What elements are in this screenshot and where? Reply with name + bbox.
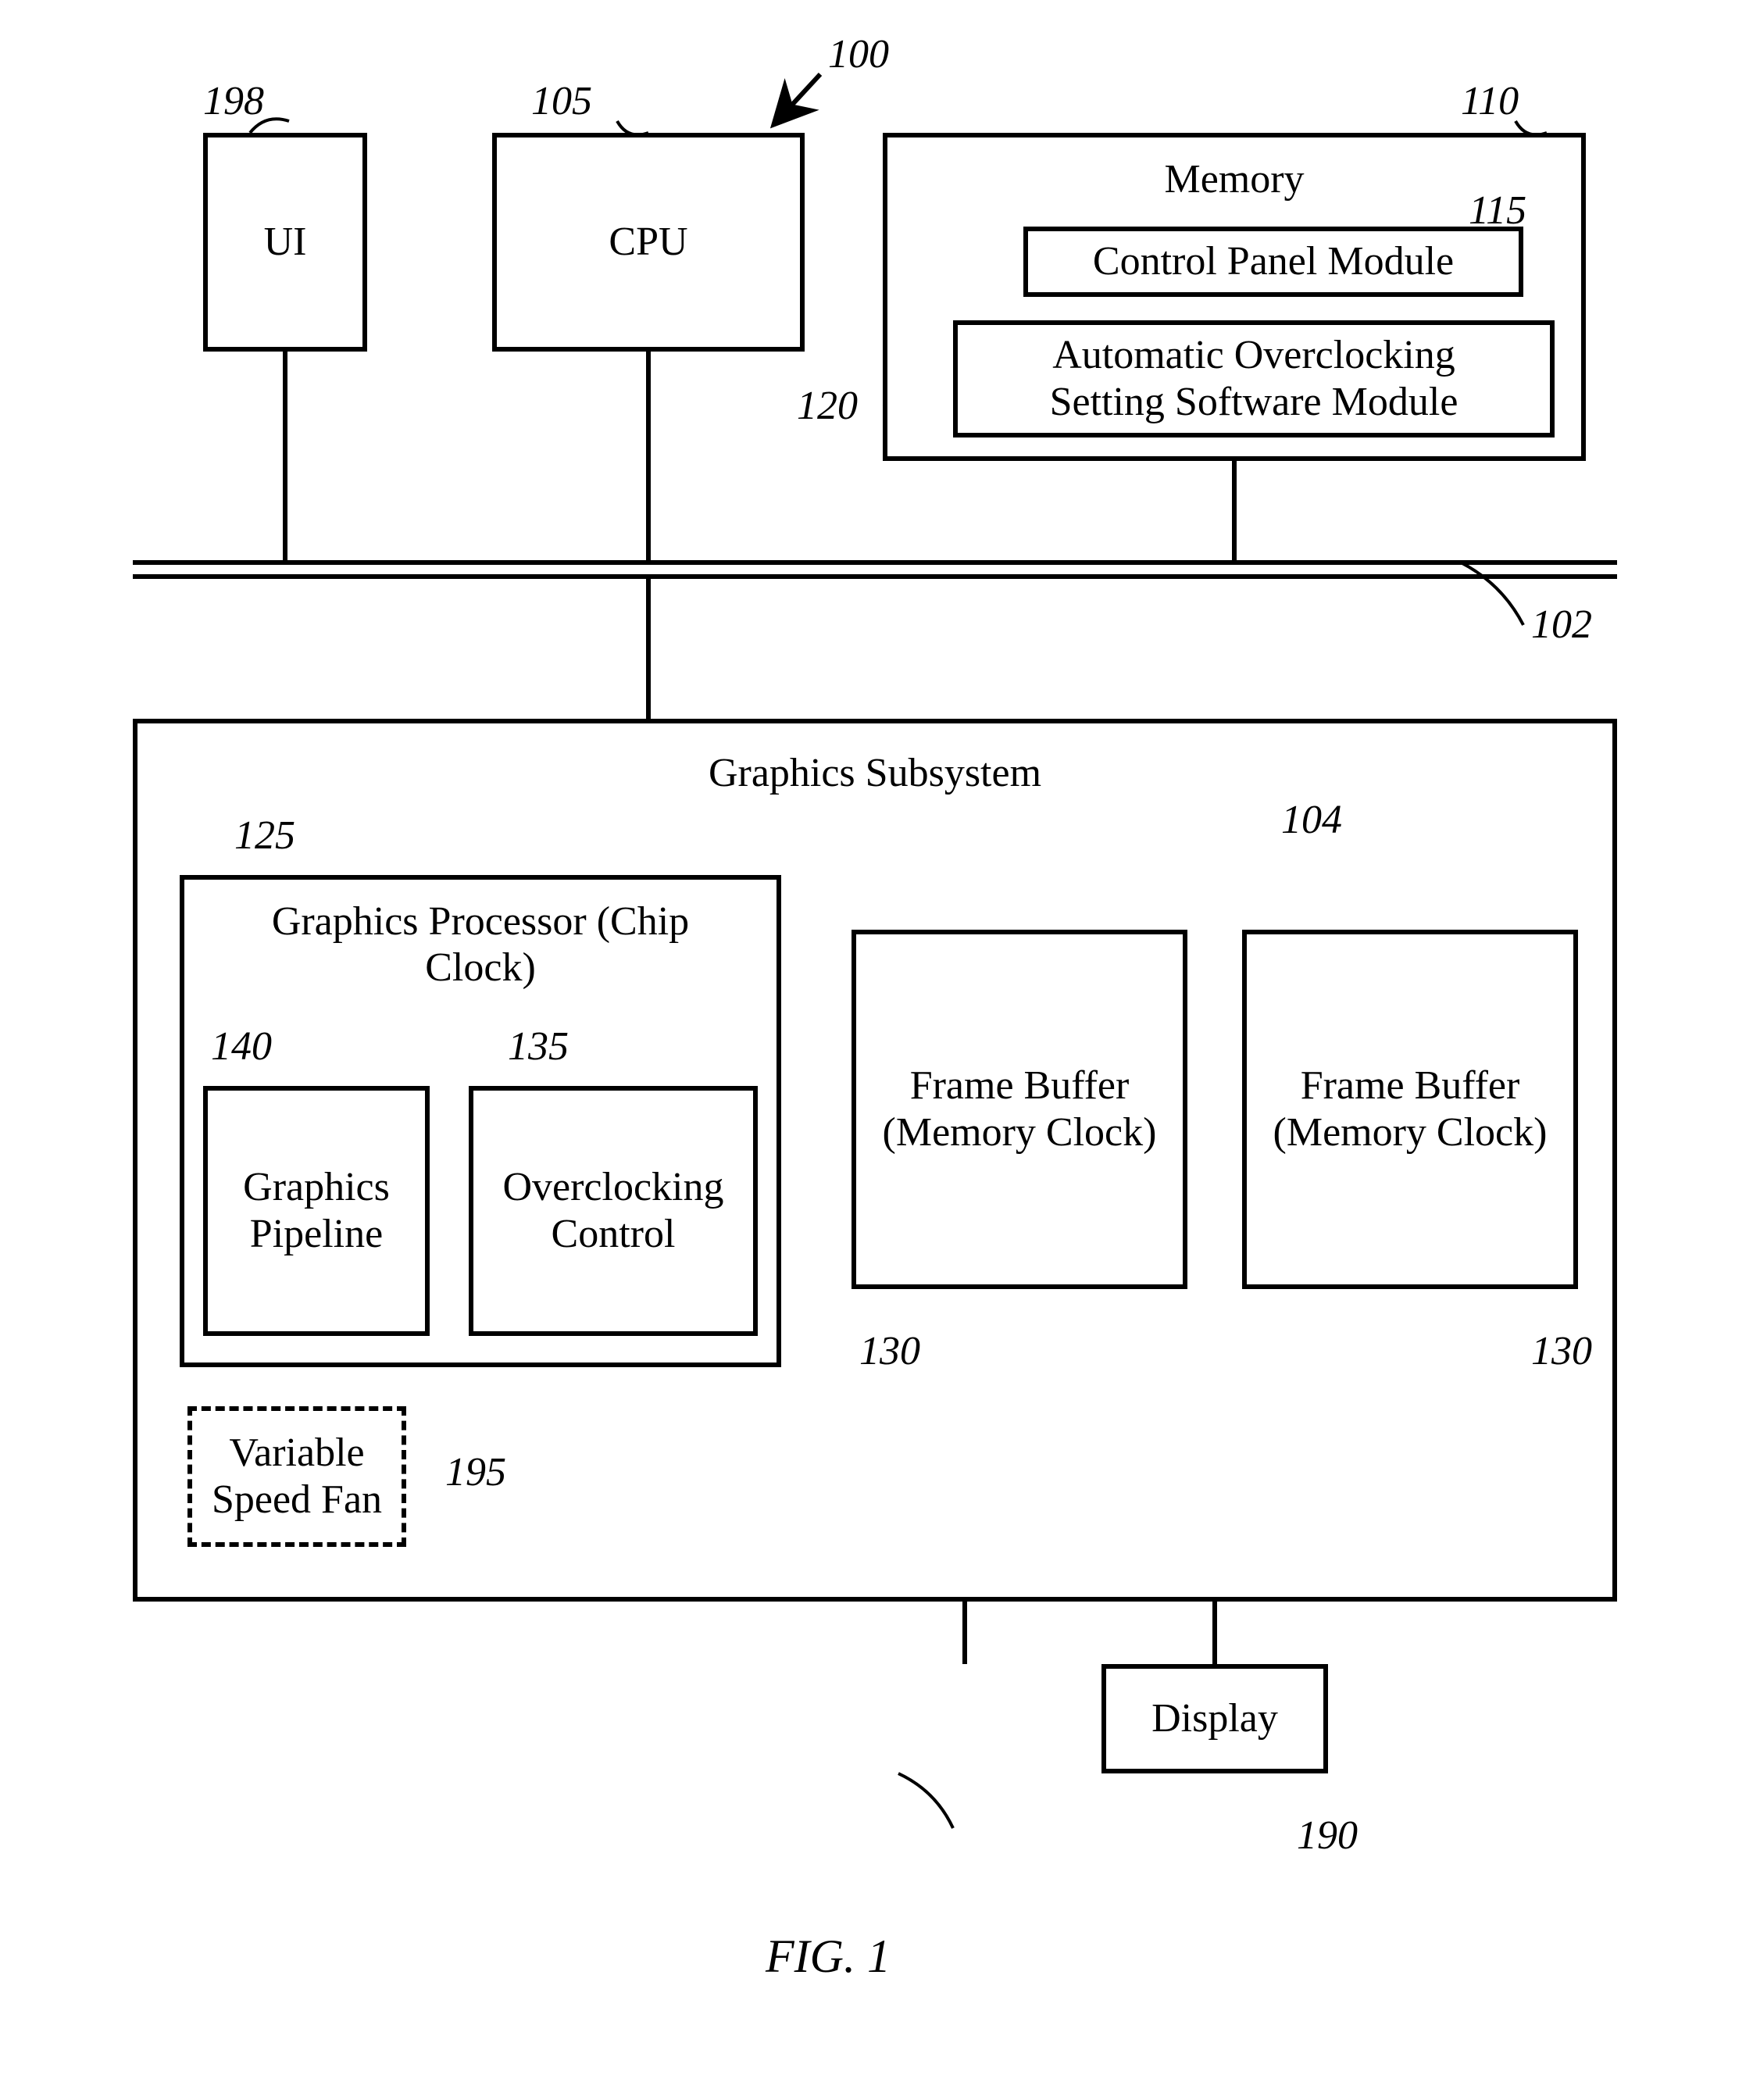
ref-125: 125 xyxy=(234,812,295,859)
ref-130b: 130 xyxy=(1531,1328,1592,1374)
graphics-pipeline-box: GraphicsPipeline xyxy=(203,1086,430,1336)
ref-110: 110 xyxy=(1461,78,1519,124)
figure-caption: FIG. 1 xyxy=(766,1930,891,1984)
graphics-subsystem-title: Graphics Subsystem xyxy=(602,750,1148,796)
display-label: Display xyxy=(1151,1695,1278,1742)
overclocking-control-label: OverclockingControl xyxy=(502,1164,723,1258)
ref-115: 115 xyxy=(1469,188,1526,234)
ref-135: 135 xyxy=(508,1023,569,1070)
ref-104: 104 xyxy=(1281,797,1342,843)
ref-140: 140 xyxy=(211,1023,272,1070)
ref-100: 100 xyxy=(828,31,889,77)
frame-buffer-1-box: Frame Buffer(Memory Clock) xyxy=(852,930,1187,1289)
control-panel-module-label: Control Panel Module xyxy=(1093,238,1454,285)
frame-buffer-1-label: Frame Buffer(Memory Clock) xyxy=(883,1062,1157,1156)
ui-box: UI xyxy=(203,133,367,352)
cpu-box: CPU xyxy=(492,133,805,352)
control-panel-module-box: Control Panel Module xyxy=(1023,227,1523,297)
ui-label: UI xyxy=(264,219,307,266)
frame-buffer-2-label: Frame Buffer(Memory Clock) xyxy=(1273,1062,1548,1156)
ref-190: 190 xyxy=(1297,1812,1358,1859)
ref-105: 105 xyxy=(531,78,592,124)
display-box: Display xyxy=(1101,1664,1328,1773)
ref-120: 120 xyxy=(797,383,858,429)
memory-title: Memory xyxy=(1094,156,1375,202)
ref-198: 198 xyxy=(203,78,264,124)
automatic-overclocking-module-label: Automatic OverclockingSetting Software M… xyxy=(1050,332,1458,426)
frame-buffer-2-box: Frame Buffer(Memory Clock) xyxy=(1242,930,1578,1289)
graphics-pipeline-label: GraphicsPipeline xyxy=(243,1164,390,1258)
variable-speed-fan-label: VariableSpeed Fan xyxy=(212,1430,382,1523)
automatic-overclocking-module-box: Automatic OverclockingSetting Software M… xyxy=(953,320,1555,438)
ref-130a: 130 xyxy=(859,1328,920,1374)
ref-102: 102 xyxy=(1531,602,1592,648)
ref-195: 195 xyxy=(445,1449,506,1495)
variable-speed-fan-box: VariableSpeed Fan xyxy=(187,1406,406,1547)
cpu-label: CPU xyxy=(609,219,687,266)
graphics-processor-title: Graphics Processor (ChipClock) xyxy=(203,898,758,991)
overclocking-control-box: OverclockingControl xyxy=(469,1086,758,1336)
